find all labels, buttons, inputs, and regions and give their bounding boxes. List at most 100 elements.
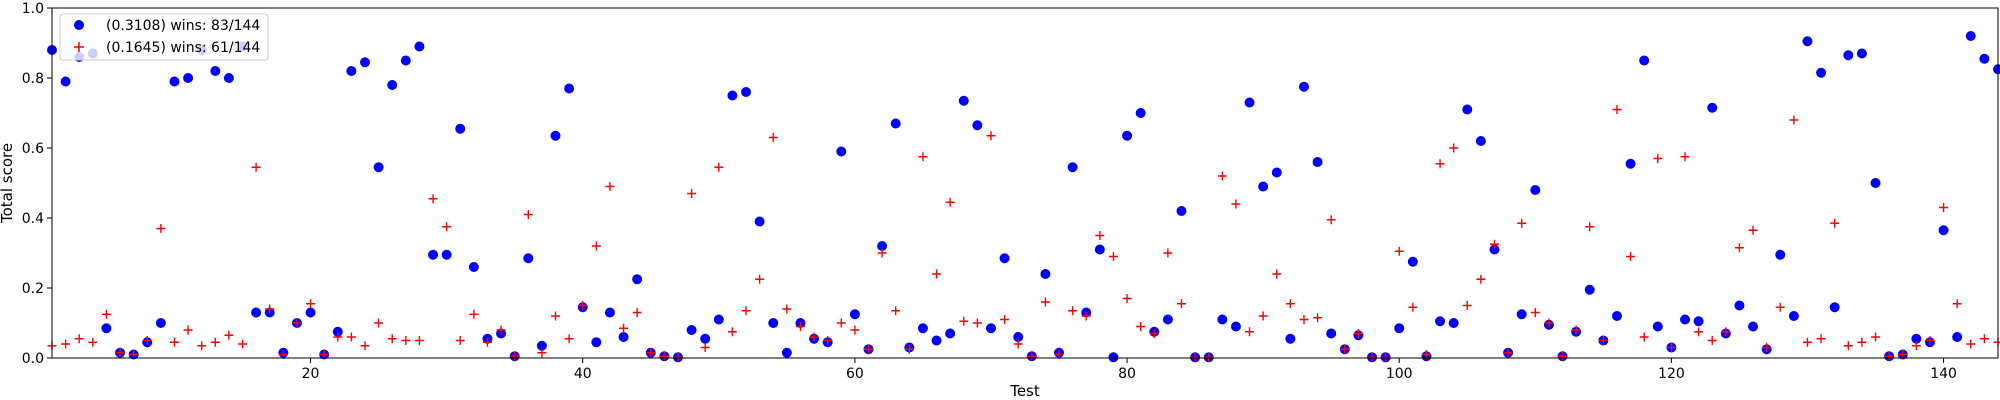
data-point-plus xyxy=(1721,327,1731,337)
data-point-circle xyxy=(400,55,411,66)
data-point-circle xyxy=(1258,181,1269,192)
data-point-circle xyxy=(210,66,221,76)
data-point-plus xyxy=(1639,332,1649,342)
data-point-circle xyxy=(455,123,466,134)
data-point-circle xyxy=(1462,104,1473,115)
x-tick-label: 40 xyxy=(574,366,592,382)
data-point-plus xyxy=(1435,159,1445,169)
data-point-circle xyxy=(564,83,575,94)
data-point-plus xyxy=(659,351,669,361)
data-point-plus xyxy=(510,351,520,361)
data-point-circle xyxy=(1407,256,1418,267)
data-point-plus xyxy=(1136,322,1146,331)
data-point-circle xyxy=(428,249,439,260)
data-point-plus xyxy=(1340,344,1350,354)
legend-box xyxy=(59,13,269,61)
data-point-circle xyxy=(1788,311,1799,321)
data-point-plus xyxy=(782,304,792,314)
data-point-plus xyxy=(1299,315,1309,324)
data-point-circle xyxy=(890,118,901,129)
data-point-circle xyxy=(1162,314,1173,325)
data-point-circle xyxy=(1285,333,1296,344)
data-point-plus xyxy=(1530,308,1540,317)
data-point-plus xyxy=(1626,252,1636,261)
data-point-plus xyxy=(1272,269,1282,279)
data-point-plus xyxy=(360,341,370,351)
data-point-circle xyxy=(1979,53,1990,64)
data-point-plus xyxy=(891,306,901,316)
data-point-plus xyxy=(904,344,914,354)
data-point-circle xyxy=(985,323,996,334)
data-point-circle xyxy=(441,249,452,260)
data-point-plus xyxy=(238,339,248,349)
y-axis-label: Total score xyxy=(0,143,16,224)
data-point-plus xyxy=(1843,341,1853,351)
data-point-plus xyxy=(986,131,996,141)
data-point-circle xyxy=(1965,31,1976,41)
y-tick-label: 1.0 xyxy=(22,1,44,17)
data-point-circle xyxy=(1680,314,1691,325)
data-point-circle xyxy=(849,309,860,320)
data-point-plus xyxy=(1680,152,1690,162)
data-point-circle xyxy=(1217,314,1228,325)
data-point-plus xyxy=(1177,299,1186,309)
data-point-circle xyxy=(931,335,942,346)
data-point-plus xyxy=(755,274,765,284)
data-point-plus xyxy=(1326,215,1336,225)
data-point-circle xyxy=(1748,321,1759,332)
data-point-circle xyxy=(1734,300,1745,311)
data-point-plus xyxy=(578,301,588,310)
data-point-plus xyxy=(292,318,302,328)
data-point-plus xyxy=(224,330,234,340)
data-point-circle xyxy=(754,216,765,227)
data-point-circle xyxy=(604,307,615,318)
data-point-plus xyxy=(197,341,207,351)
data-point-plus xyxy=(251,162,261,172)
data-point-plus xyxy=(346,332,356,342)
data-point-plus xyxy=(1993,337,2000,347)
data-point-circle xyxy=(958,95,969,106)
data-point-plus xyxy=(1245,327,1255,337)
data-point-plus xyxy=(1802,337,1812,347)
data-point-plus xyxy=(1707,336,1717,345)
data-point-plus xyxy=(1381,352,1391,362)
data-point-plus xyxy=(1476,274,1486,284)
data-point-circle xyxy=(836,146,847,157)
data-point-plus xyxy=(727,327,737,337)
data-point-circle xyxy=(305,307,316,318)
data-point-plus xyxy=(1013,339,1023,349)
x-tick-label: 140 xyxy=(1930,366,1957,382)
data-point-plus xyxy=(945,197,955,207)
data-point-plus xyxy=(932,269,942,279)
data-point-plus xyxy=(1462,301,1472,310)
data-point-plus xyxy=(1789,115,1799,125)
data-point-plus xyxy=(1503,348,1513,358)
data-point-plus xyxy=(1204,352,1214,362)
data-point-plus xyxy=(1558,351,1568,361)
x-tick-label: 60 xyxy=(846,366,864,382)
data-point-circle xyxy=(1516,309,1527,320)
data-point-plus xyxy=(101,309,111,319)
data-point-plus xyxy=(1068,306,1078,316)
data-point-plus xyxy=(61,339,71,349)
data-point-circle xyxy=(1843,50,1854,61)
data-point-circle xyxy=(1530,185,1541,195)
data-point-plus xyxy=(169,337,179,347)
data-point-plus xyxy=(836,318,846,328)
data-point-circle xyxy=(1625,158,1636,169)
data-point-circle xyxy=(101,323,112,334)
data-point-plus xyxy=(972,318,982,328)
data-point-circle xyxy=(373,162,384,173)
data-point-plus xyxy=(387,334,397,344)
data-point-circle xyxy=(1870,178,1881,188)
data-point-plus xyxy=(605,182,615,191)
x-axis-label: Test xyxy=(1009,382,1040,400)
data-point-plus xyxy=(959,316,969,326)
data-point-circle xyxy=(917,323,928,334)
data-point-circle xyxy=(1271,167,1282,178)
data-point-plus xyxy=(1040,297,1050,307)
data-point-plus xyxy=(1258,311,1268,321)
data-point-plus xyxy=(1911,341,1921,351)
data-point-circle xyxy=(713,314,724,325)
data-point-plus xyxy=(1108,252,1118,261)
